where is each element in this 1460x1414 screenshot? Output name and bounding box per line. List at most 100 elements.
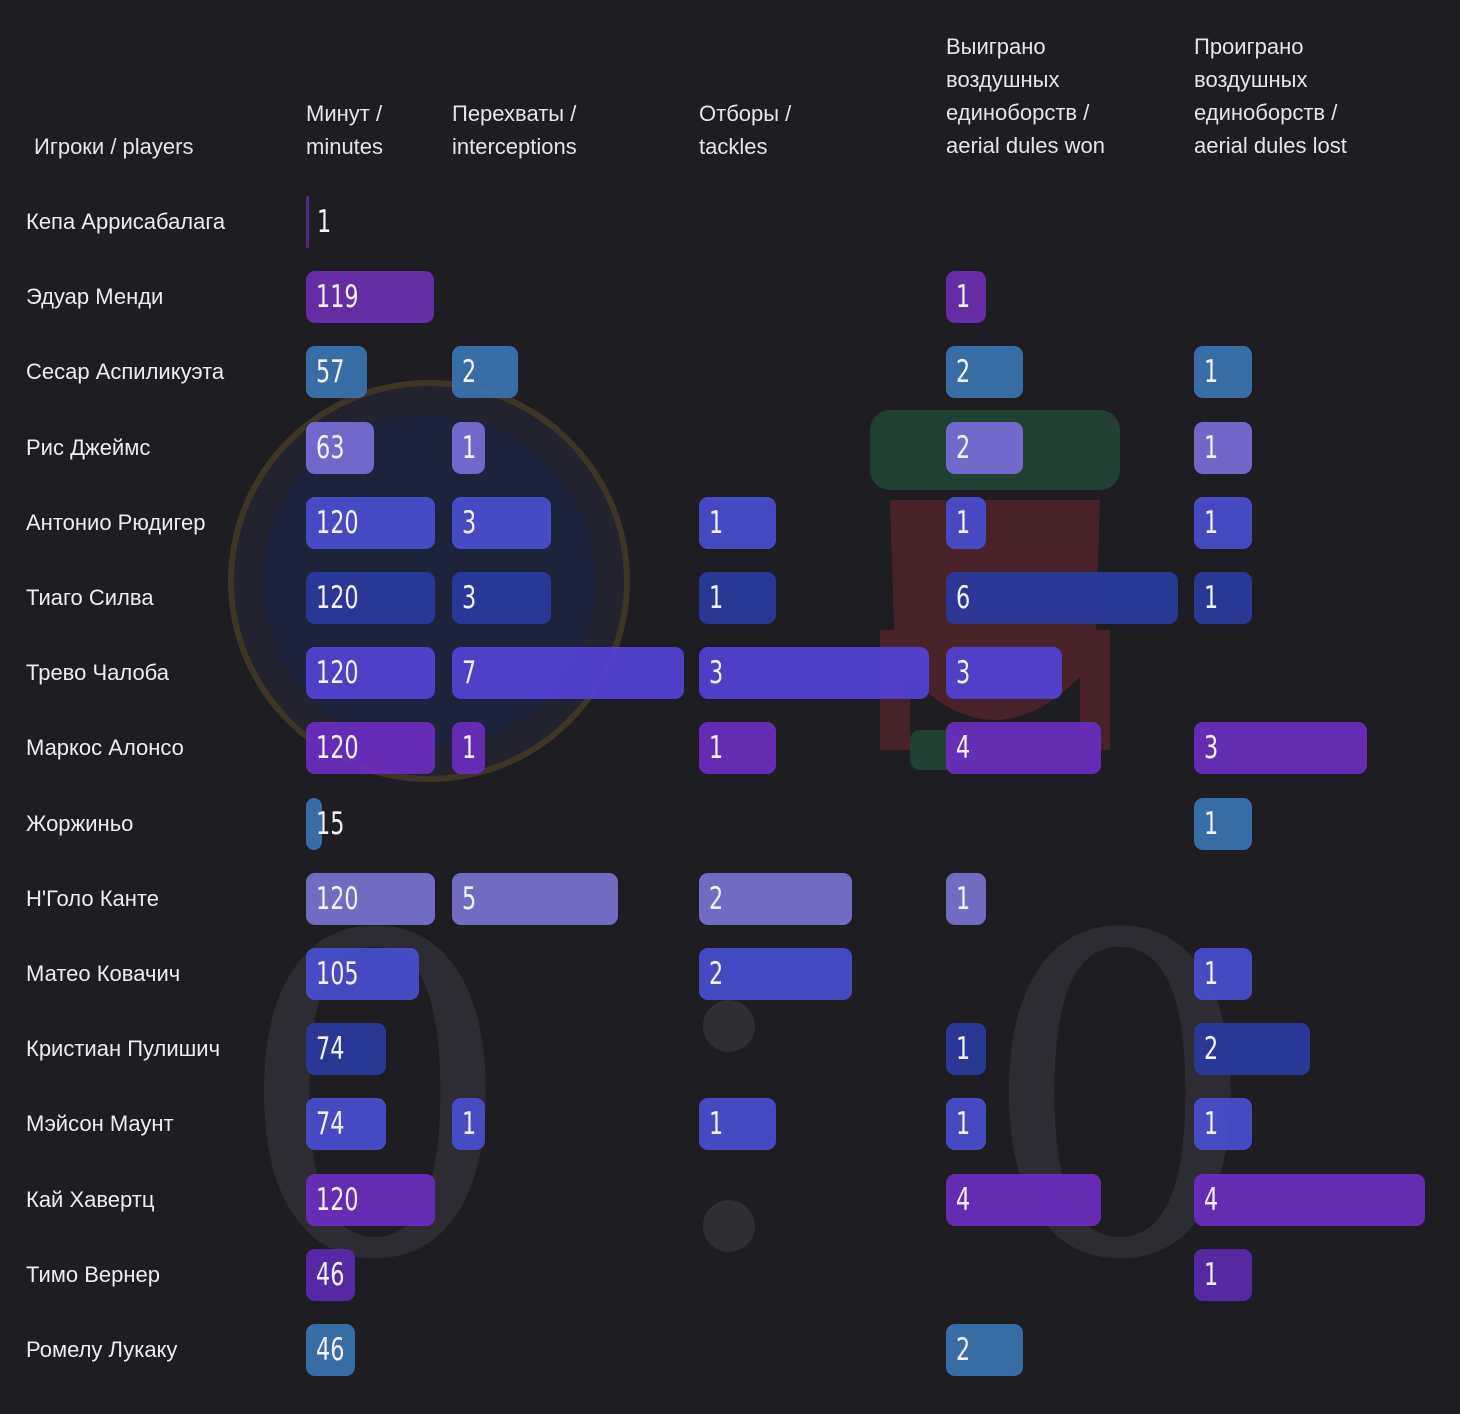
- bar-aerial_won: [946, 1324, 1024, 1376]
- player-name: Мэйсон Маунт: [26, 1111, 174, 1137]
- bar-aerial_lost: [1194, 797, 1252, 850]
- bar-aerial_won: [946, 346, 1024, 399]
- bar-label-tackles: 2: [709, 880, 724, 917]
- player-name: Тиаго Силва: [26, 585, 154, 610]
- bar-label-aerial_won: 1: [956, 1106, 971, 1143]
- bar-minutes: [306, 797, 323, 850]
- bar-label-minutes: 120: [316, 504, 359, 541]
- bar-tackles: [699, 1098, 776, 1151]
- player-name: Маркос Алонсо: [26, 735, 184, 761]
- bar-label-aerial_won: 6: [956, 580, 971, 616]
- bar-aerial_lost: [1194, 1098, 1252, 1151]
- bar-aerial_won: [946, 1098, 986, 1151]
- bar-label-aerial_won: 2: [956, 1332, 971, 1368]
- bar-minutes: [306, 948, 419, 1000]
- bar-label-minutes: 120: [316, 580, 359, 616]
- bar-label-minutes: 63: [316, 429, 345, 466]
- bar-label-minutes: 120: [316, 655, 359, 692]
- bar-aerial_won: [946, 421, 1024, 474]
- bar-label-tackles: 1: [709, 580, 724, 616]
- player-name: Эдуар Менди: [26, 284, 164, 310]
- bar-aerial_won: [946, 1023, 986, 1076]
- bar-label-minutes: 119: [316, 279, 359, 316]
- player-name: Трево Чалоба: [26, 660, 170, 686]
- score-separator-dot-bottom: [703, 1200, 755, 1252]
- bar-minutes: [306, 496, 435, 549]
- bar-label-minutes: 105: [316, 956, 359, 992]
- bar-label-aerial_lost: 1: [1204, 956, 1219, 992]
- bar-minutes: [306, 722, 435, 775]
- bar-aerial_lost: [1194, 1248, 1252, 1301]
- bar-aerial_won: [946, 271, 986, 324]
- bar-label-aerial_lost: 1: [1204, 354, 1219, 391]
- bar-label-minutes: 15: [316, 805, 345, 842]
- player-name: Н'Голо Канте: [26, 885, 159, 911]
- bar-label-aerial_lost: 1: [1204, 429, 1219, 466]
- player-name: Ромелу Лукаку: [26, 1337, 178, 1362]
- column-header-aerial-won: Выиграно воздушных единоборств / aerial …: [946, 34, 1105, 158]
- bar-tackles: [699, 722, 776, 775]
- bar-label-aerial_lost: 4: [1204, 1181, 1219, 1218]
- bar-interceptions: [452, 1098, 486, 1151]
- bar-label-tackles: 1: [709, 730, 724, 767]
- bar-label-minutes: 120: [316, 1181, 359, 1218]
- bar-aerial_lost: [1194, 1023, 1310, 1076]
- bar-tackles: [699, 496, 776, 549]
- player-name: Кай Хавертц: [26, 1186, 155, 1212]
- bar-label-minutes: 57: [316, 354, 345, 391]
- bar-label-interceptions: 7: [462, 655, 477, 692]
- bar-minutes: [306, 647, 435, 700]
- bar-aerial_lost: [1194, 421, 1252, 474]
- bar-minutes: [306, 572, 435, 624]
- bar-label-aerial_won: 4: [956, 730, 971, 767]
- column-header-minutes: Минут / minutes: [306, 101, 384, 159]
- bar-minutes: [306, 1248, 356, 1301]
- bar-tackles: [699, 572, 776, 624]
- bar-interceptions: [452, 647, 684, 700]
- player-name: Матео Ковачич: [26, 961, 181, 986]
- bar-tackles: [699, 647, 929, 700]
- bar-label-aerial_lost: 1: [1204, 1106, 1219, 1143]
- bar-label-aerial_lost: 1: [1204, 1256, 1219, 1293]
- bar-aerial_lost: [1194, 1173, 1425, 1226]
- bar-minutes: [306, 271, 434, 324]
- bar-aerial_won: [946, 1173, 1101, 1226]
- column-header-interceptions: Перехваты / interceptions: [452, 101, 577, 159]
- bar-interceptions: [452, 496, 552, 549]
- bar-label-minutes: 46: [316, 1256, 345, 1293]
- score-separator-dot-top: [703, 1000, 755, 1052]
- bar-label-interceptions: 3: [462, 504, 477, 541]
- bar-label-interceptions: 5: [462, 880, 477, 917]
- bar-interceptions: [452, 722, 486, 775]
- bar-label-aerial_won: 1: [956, 880, 971, 917]
- bar-label-interceptions: 1: [462, 429, 477, 466]
- bar-interceptions: [452, 872, 618, 925]
- bar-minutes: [306, 1098, 386, 1151]
- bar-aerial_lost: [1194, 346, 1252, 399]
- column-header-tackles: Отборы / tackles: [699, 101, 792, 159]
- bar-interceptions: [452, 421, 486, 474]
- bar-aerial_lost: [1194, 496, 1252, 549]
- bar-label-aerial_lost: 2: [1204, 1031, 1219, 1068]
- bar-label-tackles: 1: [709, 504, 724, 541]
- bar-label-aerial_won: 1: [956, 279, 971, 316]
- bar-aerial_won: [946, 872, 986, 925]
- bar-tackles: [699, 948, 853, 1000]
- bar-label-aerial_won: 1: [956, 504, 971, 541]
- player-name: Тимо Вернер: [26, 1261, 160, 1287]
- bar-label-minutes: 120: [316, 730, 359, 767]
- bar-label-minutes: 74: [316, 1106, 345, 1143]
- bar-minutes: [306, 346, 368, 399]
- bar-label-tackles: 1: [709, 1106, 724, 1143]
- bar-aerial_won: [946, 572, 1178, 624]
- bar-aerial_won: [946, 647, 1062, 700]
- player-name: Антонио Рюдигер: [26, 509, 206, 535]
- bar-minutes: [306, 1023, 386, 1076]
- bar-label-interceptions: 3: [462, 580, 477, 616]
- bar-label-interceptions: 1: [462, 1106, 477, 1143]
- bar-label-aerial_won: 2: [956, 354, 971, 391]
- bar-aerial_won: [946, 722, 1101, 775]
- bar-minutes: [306, 1324, 356, 1376]
- player-name: Рис Джеймс: [26, 434, 151, 460]
